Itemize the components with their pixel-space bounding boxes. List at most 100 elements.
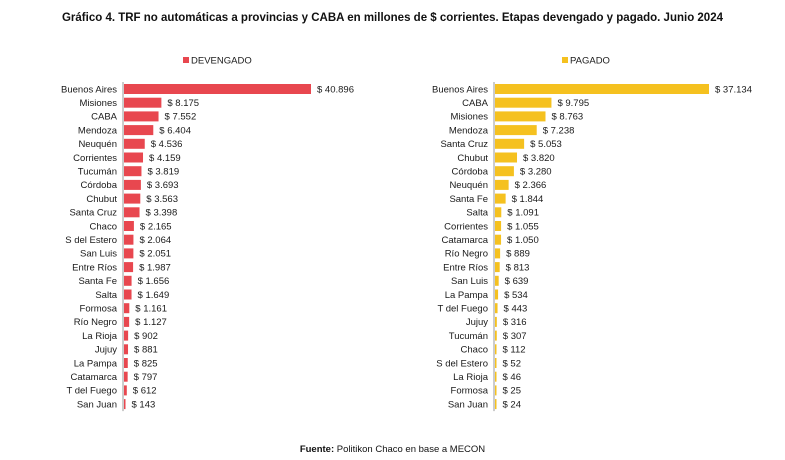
pagado-bar (495, 399, 497, 410)
source-text: Politikon Chaco en base a MECON (336, 444, 486, 455)
pagado-bar (495, 179, 509, 190)
pagado-value-label: $ 534 (504, 290, 528, 301)
pagado-category-label: Mendoza (449, 125, 489, 136)
pagado-legend-label: PAGADO (570, 56, 610, 67)
pagado-value-label: $ 7.238 (543, 125, 575, 136)
devengado-bar (124, 138, 145, 149)
pagado-bar (495, 111, 546, 122)
pagado-category-label: La Rioja (453, 372, 489, 383)
pagado-category-label: Salta (466, 208, 488, 219)
pagado-bar (495, 248, 501, 259)
devengado-value-label: $ 143 (132, 399, 156, 410)
devengado-value-label: $ 2.165 (140, 221, 172, 232)
pagado-category-label: Chubut (457, 153, 488, 164)
pagado-bar (495, 289, 499, 300)
devengado-value-label: $ 1.161 (135, 304, 167, 315)
pagado-value-label: $ 9.795 (557, 98, 589, 109)
devengado-bar (124, 275, 132, 286)
pagado-bar (495, 234, 502, 245)
pagado-value-label: $ 5.053 (530, 139, 562, 150)
devengado-category-label: San Luis (80, 249, 117, 260)
devengado-value-label: $ 902 (134, 331, 158, 342)
pagado-category-label: Córdoba (452, 167, 489, 178)
devengado-value-label: $ 3.398 (146, 208, 178, 219)
devengado-bar (124, 262, 134, 273)
devengado-category-label: Neuquén (78, 139, 117, 150)
devengado-category-label: Corrientes (73, 153, 117, 164)
pagado-bar (495, 125, 537, 136)
devengado-value-label: $ 6.404 (159, 125, 191, 136)
pagado-value-label: $ 316 (503, 317, 527, 328)
devengado-category-label: Chubut (86, 194, 117, 205)
devengado-value-label: $ 3.563 (146, 194, 178, 205)
pagado-value-label: $ 8.763 (552, 112, 584, 123)
devengado-bar (124, 193, 141, 204)
devengado-bar (124, 125, 154, 136)
devengado-legend-swatch (183, 57, 189, 63)
pagado-value-label: $ 2.366 (515, 180, 547, 191)
pagado-bar (495, 152, 518, 163)
pagado-value-label: $ 24 (503, 399, 522, 410)
pagado-category-label: Río Negro (445, 249, 488, 260)
devengado-category-label: S del Estero (65, 235, 117, 246)
devengado-bar (124, 330, 129, 341)
chart-title: Gráfico 4. TRF no automáticas a provinci… (61, 12, 723, 24)
pagado-value-label: $ 3.280 (520, 167, 552, 178)
devengado-bar (124, 358, 128, 368)
pagado-value-label: $ 1.055 (507, 221, 539, 232)
pagado-category-label: San Luis (451, 276, 488, 287)
pagado-category-label: Corrientes (444, 221, 488, 232)
devengado-value-label: $ 825 (134, 358, 158, 369)
devengado-value-label: $ 1.649 (138, 290, 170, 301)
devengado-category-label: Catamarca (71, 372, 118, 383)
devengado-category-label: Misiones (80, 98, 118, 109)
devengado-value-label: $ 40.896 (317, 84, 354, 95)
devengado-bar (124, 166, 142, 177)
pagado-category-label: San Juan (448, 399, 488, 410)
devengado-value-label: $ 797 (134, 372, 158, 383)
pagado-category-label: La Pampa (445, 290, 489, 301)
devengado-bar (124, 234, 134, 245)
pagado-value-label: $ 889 (506, 249, 530, 260)
pagado-category-label: Formosa (451, 386, 489, 397)
pagado-value-label: $ 1.050 (507, 235, 539, 246)
devengado-category-label: Santa Fe (78, 276, 117, 287)
devengado-category-label: T del Fuego (66, 386, 117, 397)
pagado-category-label: Tucumán (449, 331, 488, 342)
devengado-category-label: Córdoba (81, 180, 118, 191)
pagado-value-label: $ 1.091 (507, 208, 539, 219)
pagado-category-label: Santa Fe (449, 194, 488, 205)
devengado-bar (124, 207, 140, 218)
pagado-chart: PAGADO Buenos Aires $ 37.134 CABA $ 9.795 Mis… (432, 56, 752, 412)
pagado-bar (495, 316, 497, 327)
devengado-bar (124, 84, 311, 94)
pagado-bar (495, 344, 497, 355)
pagado-bar (495, 84, 709, 94)
devengado-bar (124, 303, 130, 314)
devengado-value-label: $ 612 (133, 386, 157, 397)
devengado-value-label: $ 3.693 (147, 180, 179, 191)
devengado-category-label: Chaco (90, 221, 117, 232)
devengado-category-label: Jujuy (95, 345, 117, 356)
devengado-value-label: $ 2.051 (139, 249, 171, 260)
devengado-bar (124, 289, 132, 300)
devengado-category-label: Buenos Aires (61, 84, 117, 95)
pagado-value-label: $ 46 (503, 372, 522, 383)
devengado-chart: DEVENGADO Buenos Aires $ 40.896 Misiones $ 8… (61, 56, 354, 412)
devengado-category-label: Entre Ríos (72, 262, 117, 273)
pagado-bar (495, 303, 498, 314)
pagado-value-label: $ 1.844 (512, 194, 544, 205)
devengado-category-label: Santa Cruz (69, 208, 117, 219)
source-label: Fuente: (299, 444, 335, 455)
pagado-legend-swatch (562, 57, 568, 63)
devengado-value-label: $ 1.987 (139, 262, 171, 273)
devengado-value-label: $ 7.552 (165, 112, 197, 123)
pagado-bar (495, 330, 497, 341)
devengado-bar (124, 316, 130, 327)
pagado-category-label: T del Fuego (437, 304, 488, 315)
pagado-value-label: $ 307 (503, 331, 527, 342)
devengado-bar (124, 344, 129, 355)
pagado-category-label: Entre Ríos (443, 262, 488, 273)
pagado-bar (495, 371, 497, 382)
pagado-value-label: $ 443 (504, 304, 528, 315)
